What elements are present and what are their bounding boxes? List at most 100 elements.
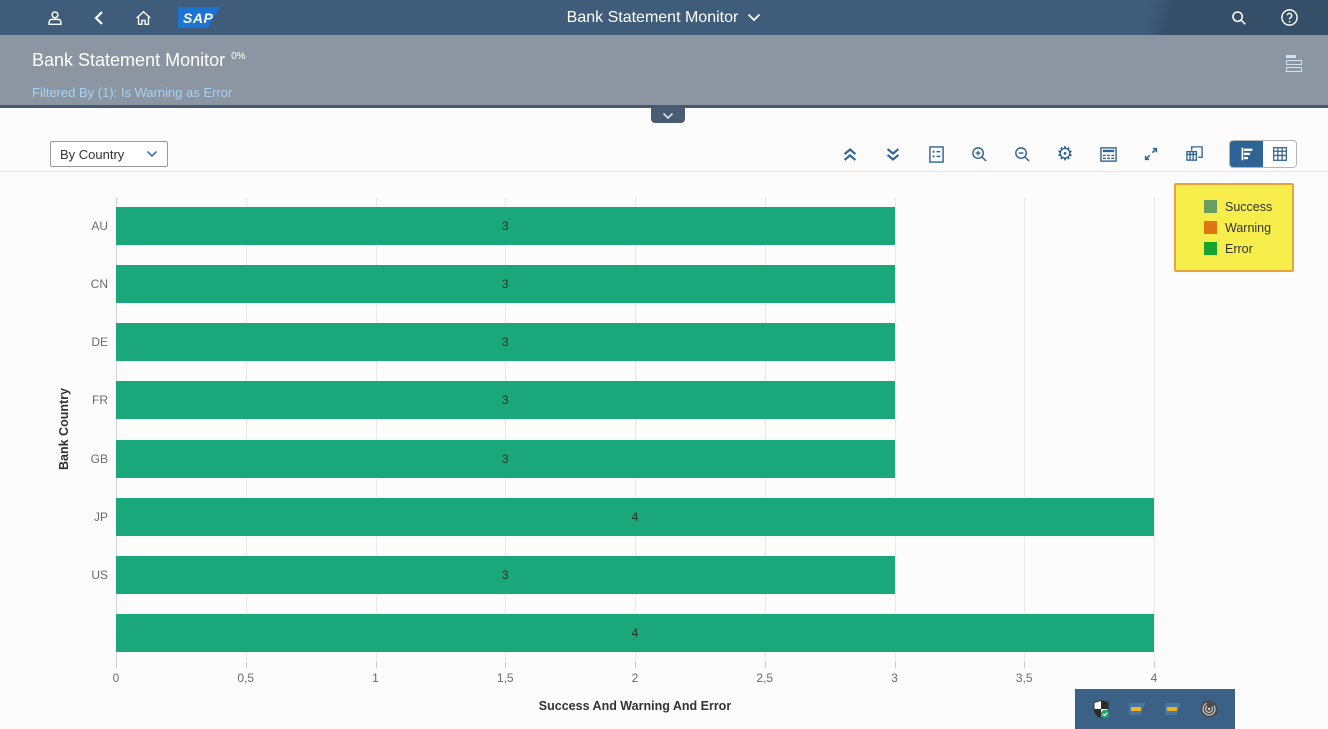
gridline <box>894 197 896 662</box>
bar-GB[interactable] <box>116 439 895 478</box>
bar-value-label: 3 <box>501 277 509 292</box>
gridline <box>764 197 766 662</box>
home-icon[interactable] <box>126 5 160 31</box>
x-tick-label: 3 <box>891 671 898 685</box>
chevron-down-icon <box>662 107 674 125</box>
x-tick-label: 4 <box>1150 671 1158 685</box>
sap-logon-icon[interactable] <box>1127 699 1147 719</box>
bar-value-label: 3 <box>501 393 509 408</box>
sap-logo[interactable]: SAP <box>178 7 220 28</box>
bar-AU[interactable] <box>116 207 895 246</box>
zoom-in-icon[interactable] <box>968 143 990 165</box>
dimension-select-value: By Country <box>60 146 125 162</box>
legend-label: Success <box>1225 199 1273 214</box>
bar-value-label: 3 <box>501 335 509 350</box>
chart-toolbar: ⚙ <box>839 140 1297 168</box>
legend-swatch <box>1204 221 1217 234</box>
help-icon[interactable] <box>1272 5 1306 31</box>
zoom-out-icon[interactable] <box>1011 143 1033 165</box>
fullscreen-icon[interactable] <box>1140 143 1162 165</box>
search-icon[interactable] <box>1222 5 1256 31</box>
spiral-icon[interactable] <box>1199 699 1219 719</box>
bar-value-label: 3 <box>501 451 509 466</box>
legend-item[interactable]: Warning <box>1204 217 1292 238</box>
x-tick-label: 0,5 <box>237 671 255 685</box>
bar-value-label: 3 <box>501 567 509 582</box>
back-icon[interactable] <box>82 5 116 31</box>
header-lines-icon[interactable] <box>1286 55 1306 72</box>
axis-tick <box>505 662 507 668</box>
legend-swatch <box>1204 242 1217 255</box>
shell-title[interactable]: Bank Statement Monitor <box>566 8 739 26</box>
title-chevron-down-icon[interactable] <box>747 9 761 27</box>
axis-tick <box>764 662 766 668</box>
x-tick-label: 2,5 <box>756 671 774 685</box>
x-tick-label: 1 <box>372 671 379 685</box>
security-shield-icon[interactable] <box>1091 699 1111 719</box>
legend-swatch <box>1204 200 1217 213</box>
bar-chart: Success And Warning And Error Bank Count… <box>0 172 1328 729</box>
bar-CN[interactable] <box>116 265 895 304</box>
legend-label: Warning <box>1225 220 1272 235</box>
expand-all-icon[interactable] <box>882 143 904 165</box>
page-header: Bank Statement Monitor 0% Filtered By (1)… <box>0 35 1328 108</box>
axis-tick <box>116 662 117 668</box>
bar-FR[interactable] <box>116 381 895 420</box>
export-icon[interactable] <box>1183 143 1205 165</box>
x-tick-label: 0 <box>112 671 120 685</box>
bar-blank[interactable] <box>116 613 1154 652</box>
axis-tick <box>1154 662 1155 668</box>
bar-value-label: 4 <box>631 625 639 640</box>
y-category-label: US <box>91 567 108 582</box>
bar-US[interactable] <box>116 555 895 594</box>
gridline <box>635 197 636 662</box>
sap-logon-icon[interactable] <box>1163 699 1183 719</box>
legend-label: Error <box>1225 241 1253 256</box>
legend-toggle-icon[interactable] <box>925 143 947 165</box>
axis-tick <box>635 662 636 668</box>
person-icon[interactable] <box>38 5 72 31</box>
y-category-label: GB <box>90 451 108 466</box>
y-category-label: JP <box>93 509 108 524</box>
chevron-down-icon <box>146 150 158 158</box>
x-tick-label: 3,5 <box>1015 671 1033 685</box>
axis-line <box>116 197 117 662</box>
chart-view-button[interactable] <box>1230 141 1263 167</box>
header-collapse-tab[interactable] <box>651 108 685 123</box>
x-axis-title: Success And Warning And Error <box>538 699 732 713</box>
x-tick-label: 1,5 <box>496 671 514 685</box>
view-switch <box>1229 140 1297 168</box>
gridline <box>1154 197 1155 662</box>
legend-item[interactable]: Success <box>1204 196 1292 217</box>
y-category-label: AU <box>91 219 108 234</box>
bar-value-label: 4 <box>631 509 639 524</box>
table-view-button[interactable] <box>1263 141 1296 167</box>
axis-tick <box>375 662 377 668</box>
axis-tick <box>894 662 896 668</box>
bar-JP[interactable] <box>116 497 1154 536</box>
chart-legend: Success Warning Error <box>1174 183 1294 272</box>
dimension-select[interactable]: By Country <box>50 141 168 167</box>
bar-DE[interactable] <box>116 323 895 362</box>
page-title: Bank Statement Monitor 0% <box>32 50 246 70</box>
toolbar-divider <box>0 171 1328 172</box>
filter-link[interactable]: Filtered By (1): Is Warning as Error <box>32 85 233 100</box>
y-category-label: FR <box>92 393 108 408</box>
legend-item[interactable]: Error <box>1204 238 1292 259</box>
gridline <box>245 197 247 662</box>
axis-tick <box>245 662 247 668</box>
bar-value-label: 3 <box>501 219 509 234</box>
gridline <box>375 197 377 662</box>
system-tray <box>1075 689 1235 729</box>
axis-tick <box>1024 662 1026 668</box>
gridline <box>1024 197 1026 662</box>
gridline <box>505 197 507 662</box>
x-tick-label: 2 <box>631 671 639 685</box>
y-category-label: DE <box>91 335 108 350</box>
settings-icon[interactable]: ⚙ <box>1056 142 1074 165</box>
y-category-label: CN <box>90 277 108 292</box>
table-details-icon[interactable] <box>1097 143 1119 165</box>
page-title-superscript: 0% <box>231 51 246 62</box>
shell-bar: SAP Bank Statement Monitor <box>0 0 1328 35</box>
collapse-all-icon[interactable] <box>839 143 861 165</box>
